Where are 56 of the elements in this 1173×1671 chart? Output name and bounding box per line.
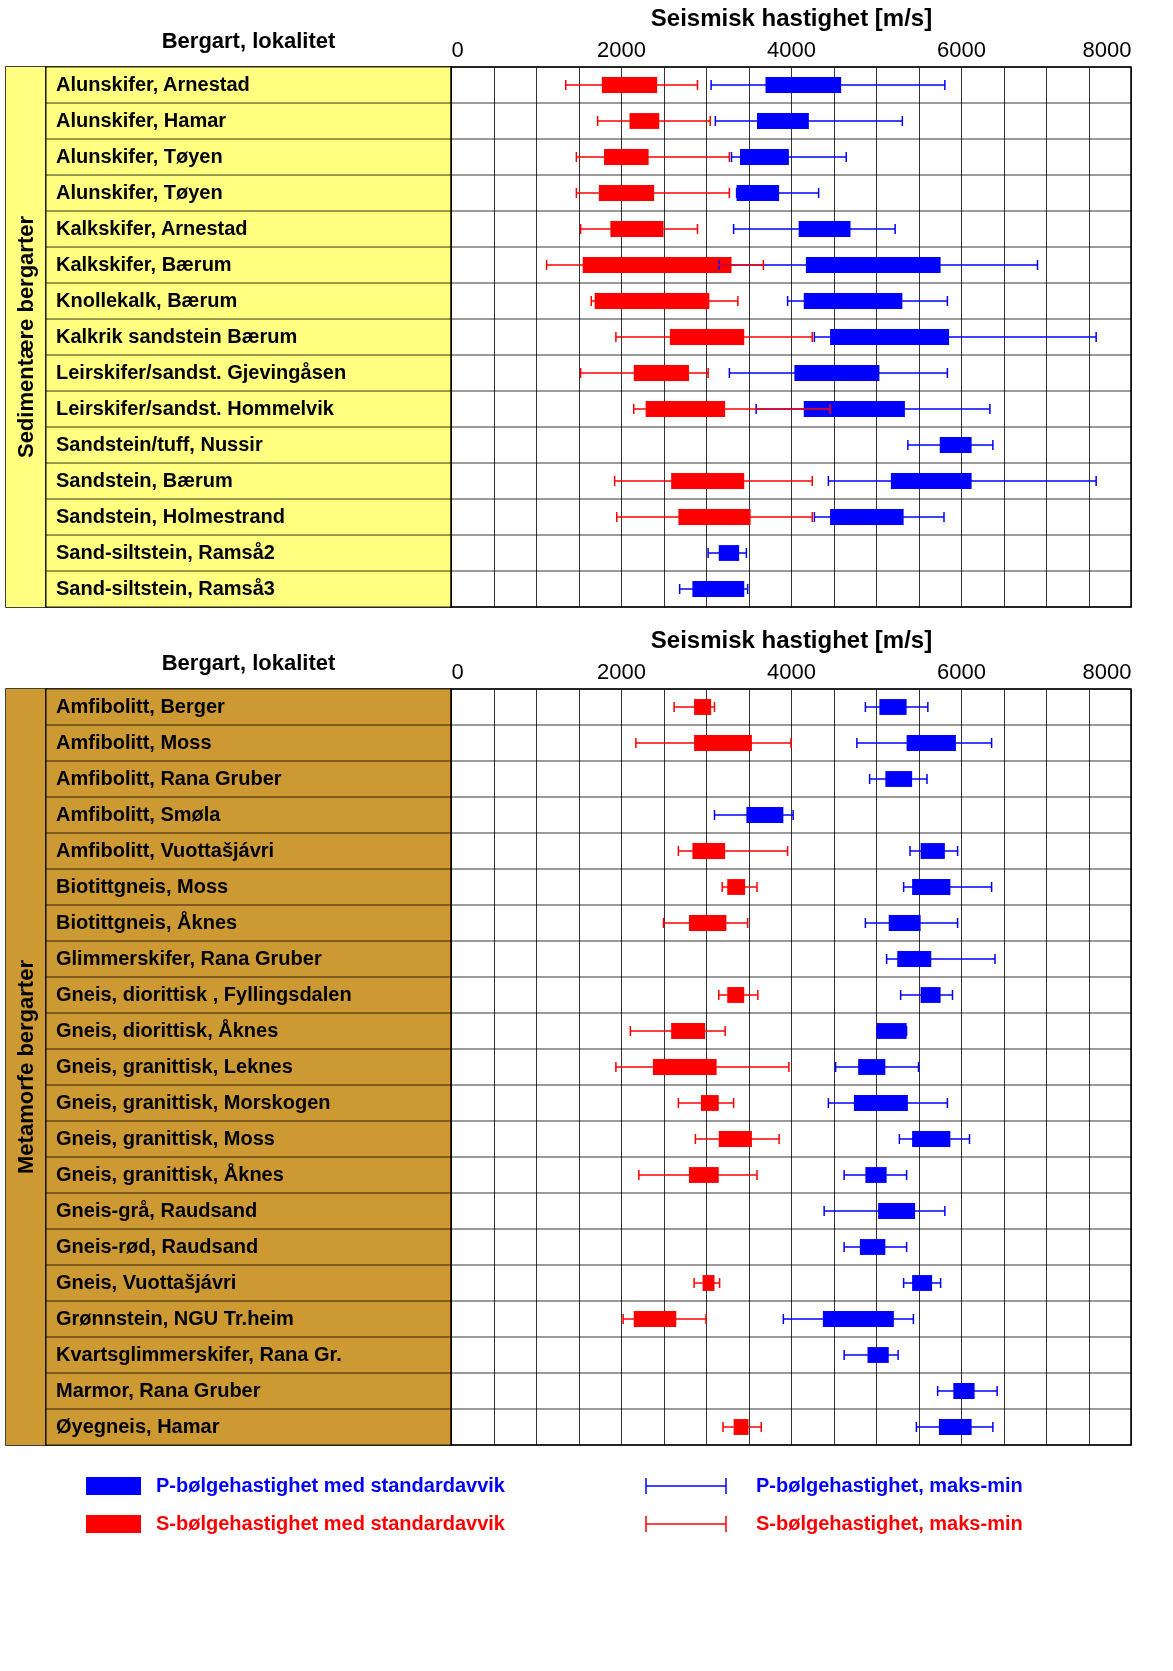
x-tick-label: 4000 [767, 36, 816, 62]
x-tick-label: 8000 [1082, 36, 1132, 62]
x-axis-title: Seismisk hastighet [m/s] [650, 625, 933, 653]
x-tick-label: 2000 [597, 658, 646, 684]
text: S-bølgehastighet, maks-min [756, 1512, 1023, 1534]
x-tick-label: 4000 [767, 658, 816, 684]
x-tick-label: 6000 [937, 658, 986, 684]
y-tick-label: Gneis, granittisk, Morskogen [56, 1091, 331, 1113]
y-tick-label: Gneis, granittisk, Åknes [56, 1162, 284, 1185]
y-tick-label: Kvartsglimmerskifer, Rana Gr. [56, 1343, 342, 1365]
x-tick-label: 0 [451, 36, 464, 62]
y-tick-label: Alunskifer, Tøyen [56, 145, 223, 167]
legend-label: S-bølgehastighet med standardavvik [156, 1512, 506, 1534]
y-tick-label: Amfibolitt, Rana Gruber [56, 767, 282, 789]
y-tick-label: Alunskifer, Arnestad [56, 73, 250, 95]
y-tick-label: Alunskifer, Tøyen [56, 181, 223, 203]
x-tick-label: 6000 [937, 36, 986, 62]
y-tick-label: Gneis-rød, Raudsand [56, 1235, 259, 1257]
y-tick-label: Gneis, diorittisk, Åknes [56, 1018, 279, 1041]
y-tick-label: Alunskifer, Hamar [56, 109, 227, 131]
text: Bergart, lokalitet [161, 27, 336, 53]
y-tick-label: Biotittgneis, Åknes [56, 910, 238, 933]
y-tick-label: Marmor, Rana Gruber [56, 1379, 261, 1401]
y-tick-label: Biotittgneis, Moss [56, 875, 229, 897]
y-tick-label: Knollekalk, Bærum [56, 289, 238, 311]
y-tick-label: Sandstein/tuff, Nussir [56, 433, 263, 455]
text: P-bølgehastighet, maks-min [756, 1474, 1023, 1496]
x-tick-label: 2000 [597, 36, 646, 62]
y-tick-label: Øyegneis, Hamar [56, 1415, 220, 1437]
y-tick-label: Gneis, diorittisk , Fyllingsdalen [56, 983, 352, 1005]
y-tick-label: Grønnstein, NGU Tr.heim [56, 1307, 294, 1329]
y-axis-title: Metamorfe bergarter [13, 959, 38, 1174]
y-tick-label: Kalkrik sandstein Bærum [56, 325, 298, 347]
x-axis-title: Seismisk hastighet [m/s] [650, 3, 933, 31]
y-tick-label: Leirskifer/sandst. Hommelvik [56, 397, 335, 419]
y-tick-label: Leirskifer/sandst. Gjevingåsen [56, 361, 347, 383]
y-tick-label: Amfibolitt, Smøla [56, 803, 222, 825]
x-tick-label: 8000 [1082, 658, 1132, 684]
y-axis-title: Sedimentære bergarter [13, 215, 38, 459]
y-tick-label: Gneis-grå, Raudsand [56, 1199, 258, 1221]
y-tick-label: Sand-siltstein, Ramså2 [56, 541, 275, 563]
y-tick-label: Kalkskifer, Arnestad [56, 217, 248, 239]
legend-label: P-bølgehastighet med standardavvik [156, 1474, 506, 1496]
y-tick-label: Sandstein, Bærum [56, 469, 233, 491]
y-tick-label: Sand-siltstein, Ramså3 [56, 577, 275, 599]
y-tick-label: Amfibolitt, Moss [56, 731, 212, 753]
y-tick-label: Kalkskifer, Bærum [56, 253, 232, 275]
y-tick-label: Sandstein, Holmestrand [56, 505, 285, 527]
y-tick-label: Amfibolitt, Berger [56, 695, 226, 717]
x-tick-label: 0 [451, 658, 464, 684]
y-tick-label: Amfibolitt, Vuottašjávri [56, 839, 275, 861]
y-tick-label: Gneis, Vuottašjávri [56, 1271, 237, 1293]
y-tick-label: Gneis, granittisk, Moss [56, 1127, 275, 1149]
y-tick-label: Gneis, granittisk, Leknes [56, 1055, 293, 1077]
text: Bergart, lokalitet [161, 649, 336, 675]
y-tick-label: Glimmerskifer, Rana Gruber [56, 947, 322, 969]
